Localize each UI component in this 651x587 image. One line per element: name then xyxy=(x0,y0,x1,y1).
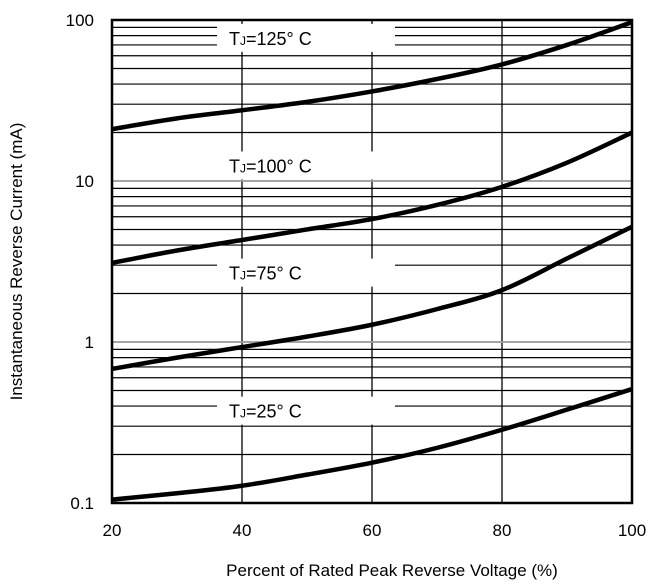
y-tick-label: 0.1 xyxy=(70,494,94,513)
y-tick-label: 10 xyxy=(75,172,94,191)
y-axis-title: Instantaneous Reverse Current (mA) xyxy=(7,123,26,401)
tick-labels: 20 40 60 80 100 0.1 1 10 100 xyxy=(66,11,647,540)
series-label-bg xyxy=(217,396,395,425)
x-tick-label: 20 xyxy=(103,521,122,540)
plot-frame xyxy=(110,18,634,505)
series-curves xyxy=(111,20,633,502)
series-label: TJ=125° C xyxy=(229,29,312,49)
series-line xyxy=(111,224,633,372)
series-labels: TJ=125° C TJ=100° C TJ=75° C TJ=25° C xyxy=(217,23,395,425)
x-tick-label: 100 xyxy=(618,521,646,540)
series-line xyxy=(111,386,633,502)
series-line xyxy=(111,130,633,266)
series-label-bg xyxy=(217,23,395,52)
x-tick-label: 60 xyxy=(363,521,382,540)
series-label: TJ=25° C xyxy=(229,402,302,422)
x-tick-label: 40 xyxy=(233,521,252,540)
y-tick-label: 1 xyxy=(85,333,94,352)
x-axis-title: Percent of Rated Peak Reverse Voltage (%… xyxy=(226,561,558,580)
series-label: TJ=100° C xyxy=(229,156,312,176)
series-label: TJ=75° C xyxy=(229,264,302,284)
series-label-bg xyxy=(217,151,395,180)
x-tick-label: 80 xyxy=(493,521,512,540)
series-line xyxy=(111,20,633,132)
series-label-bg xyxy=(217,258,395,287)
y-tick-label: 100 xyxy=(66,11,94,30)
